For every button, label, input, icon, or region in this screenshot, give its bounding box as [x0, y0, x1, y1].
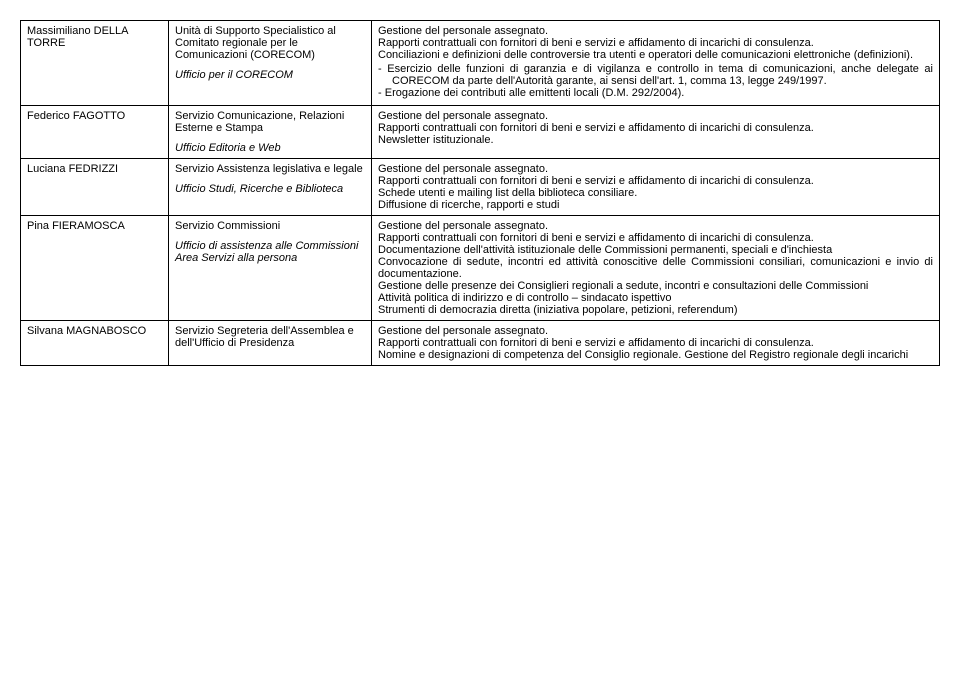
desc-bullet: Esercizio delle funzioni di garanzia e d… [392, 63, 933, 87]
desc-line: Conciliazioni e definizioni delle contro… [378, 49, 933, 61]
desc-cell: Gestione del personale assegnato. Rappor… [372, 21, 940, 106]
desc-line: Gestione del personale assegnato. [378, 163, 933, 175]
table-row: Pina FIERAMOSCA Servizio Commissioni Uff… [21, 216, 940, 321]
table-row: Luciana FEDRIZZI Servizio Assistenza leg… [21, 159, 940, 216]
name-cell: Federico FAGOTTO [21, 106, 169, 159]
desc-line: Rapporti contrattuali con fornitori di b… [378, 337, 933, 349]
desc-line: Gestione delle presenze dei Consiglieri … [378, 280, 933, 292]
table-row: Federico FAGOTTO Servizio Comunicazione,… [21, 106, 940, 159]
desc-line: Gestione del personale assegnato. [378, 25, 933, 37]
unit-sub: Ufficio Editoria e Web [175, 142, 281, 154]
unit-main: Servizio Commissioni [175, 220, 280, 232]
desc-cell: Gestione del personale assegnato. Rappor… [372, 216, 940, 321]
desc-cell: Gestione del personale assegnato. Rappor… [372, 321, 940, 366]
desc-line: Rapporti contrattuali con fornitori di b… [378, 232, 933, 244]
name-cell: Massimiliano DELLA TORRE [21, 21, 169, 106]
desc-line: Gestione del personale assegnato. [378, 110, 933, 122]
desc-bullet: Erogazione dei contributi alle emittenti… [392, 87, 933, 99]
unit-sub: Ufficio per il CORECOM [175, 69, 293, 81]
desc-line: Gestione del personale assegnato. [378, 220, 933, 232]
desc-line: Gestione del personale assegnato. [378, 325, 933, 337]
desc-line: Nomine e designazioni di competenza del … [378, 349, 933, 361]
table-row: Massimiliano DELLA TORRE Unità di Suppor… [21, 21, 940, 106]
unit-main: Servizio Comunicazione, Relazioni Estern… [175, 110, 344, 134]
desc-line: Convocazione di sedute, incontri ed atti… [378, 256, 933, 280]
table-row: Silvana MAGNABOSCO Servizio Segreteria d… [21, 321, 940, 366]
unit-main: Unità di Supporto Specialistico al Comit… [175, 25, 336, 61]
desc-line: Strumenti di democrazia diretta (iniziat… [378, 304, 933, 316]
unit-sub: Ufficio di assistenza alle Commissioni A… [175, 240, 358, 264]
unit-sub: Ufficio Studi, Ricerche e Biblioteca [175, 183, 343, 195]
desc-line: Newsletter istituzionale. [378, 134, 933, 146]
unit-main: Servizio Assistenza legislativa e legale [175, 163, 363, 175]
name-cell: Pina FIERAMOSCA [21, 216, 169, 321]
desc-line: Rapporti contrattuali con fornitori di b… [378, 175, 933, 187]
desc-line: Documentazione dell'attività istituziona… [378, 244, 933, 256]
desc-cell: Gestione del personale assegnato. Rappor… [372, 106, 940, 159]
unit-cell: Servizio Comunicazione, Relazioni Estern… [169, 106, 372, 159]
desc-bullets: Esercizio delle funzioni di garanzia e d… [378, 63, 933, 99]
unit-main: Servizio Segreteria dell'Assemblea e del… [175, 325, 354, 349]
unit-cell: Servizio Segreteria dell'Assemblea e del… [169, 321, 372, 366]
desc-cell: Gestione del personale assegnato. Rappor… [372, 159, 940, 216]
unit-cell: Servizio Commissioni Ufficio di assisten… [169, 216, 372, 321]
desc-line: Rapporti contrattuali con fornitori di b… [378, 122, 933, 134]
desc-line: Diffusione di ricerche, rapporti e studi [378, 199, 933, 211]
desc-line: Rapporti contrattuali con fornitori di b… [378, 37, 933, 49]
name-cell: Silvana MAGNABOSCO [21, 321, 169, 366]
desc-line: Attività politica di indirizzo e di cont… [378, 292, 933, 304]
unit-cell: Unità di Supporto Specialistico al Comit… [169, 21, 372, 106]
name-cell: Luciana FEDRIZZI [21, 159, 169, 216]
personnel-table: Massimiliano DELLA TORRE Unità di Suppor… [20, 20, 940, 366]
desc-line: Schede utenti e mailing list della bibli… [378, 187, 933, 199]
unit-cell: Servizio Assistenza legislativa e legale… [169, 159, 372, 216]
